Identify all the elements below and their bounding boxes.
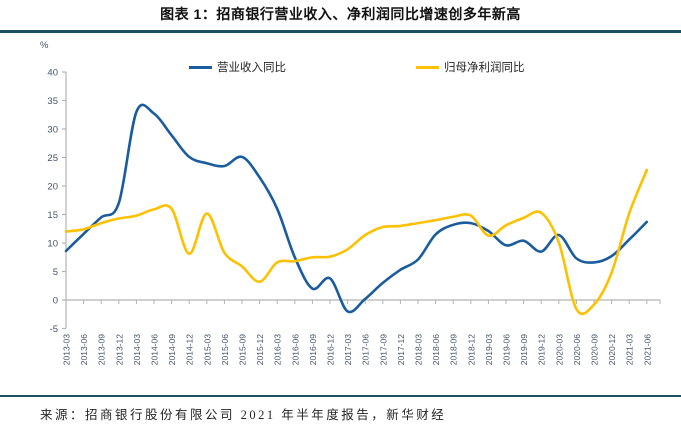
x-tick-label: 2017-12 — [396, 334, 406, 365]
y-tick-label: 15 — [47, 210, 58, 221]
x-tick-label: 2014-09 — [167, 334, 177, 365]
x-tick-label: 2015-06 — [220, 334, 230, 365]
x-tick-label: 2013-03 — [62, 334, 72, 365]
y-tick-label: 30 — [47, 125, 58, 136]
x-tick-label: 2018-06 — [431, 334, 441, 365]
x-tick-label: 2016-03 — [273, 334, 283, 365]
x-tick-label: 2017-09 — [378, 334, 388, 365]
legend-item-profit: 归母净利润同比 — [416, 59, 525, 75]
x-tick-label: 2013-06 — [79, 334, 89, 365]
profit-line-series — [64, 168, 649, 316]
x-tick-label: 2019-09 — [519, 334, 529, 365]
x-tick-label: 2013-09 — [97, 334, 107, 365]
x-tick-label: 2020-09 — [590, 334, 600, 365]
x-tick-label: 2014-12 — [185, 334, 195, 365]
x-tick-label: 2014-03 — [132, 334, 142, 365]
y-tick-label: 5 — [53, 267, 58, 278]
x-tick-label: 2016-12 — [326, 334, 336, 365]
revenue-line-series — [64, 103, 649, 314]
y-axis-unit-label: % — [40, 40, 49, 51]
x-tick-label: 2015-03 — [202, 334, 212, 365]
y-tick-label: 40 — [47, 68, 58, 79]
revenue-legend-label: 营业收入同比 — [217, 62, 286, 74]
y-tick-label: 35 — [47, 96, 58, 107]
x-tick-label: 2020-12 — [607, 334, 617, 365]
source-note: 来源：招商银行股份有限公司 2021 年半年度报告，新华财经 — [40, 408, 447, 422]
x-tick-label: 2019-12 — [537, 334, 547, 365]
x-tick-label: 2014-06 — [150, 334, 160, 365]
x-tick-label: 2018-12 — [466, 334, 476, 365]
bottom-divider-rule — [0, 395, 681, 397]
y-tick-label: 10 — [47, 239, 58, 250]
x-tick-label: 2020-06 — [572, 334, 582, 365]
top-divider-rule — [0, 30, 681, 33]
y-tick-label: 25 — [47, 153, 58, 164]
x-tick-label: 2021-03 — [625, 334, 635, 365]
x-tick-label: 2016-09 — [308, 334, 318, 365]
x-tick-label: 2021-06 — [642, 334, 652, 365]
y-tick-label: -5 — [50, 324, 58, 335]
profit-legend-label: 归母净利润同比 — [444, 62, 525, 74]
x-tick-label: 2015-09 — [238, 334, 248, 365]
y-tick-label: 0 — [53, 296, 58, 307]
y-tick-label: 20 — [47, 182, 58, 193]
x-tick-label: 2016-06 — [290, 334, 300, 365]
legend-item-revenue: 营业收入同比 — [189, 59, 286, 75]
x-tick-label: 2015-12 — [255, 334, 265, 365]
x-tick-label: 2018-03 — [414, 334, 424, 365]
profit-legend-swatch — [416, 65, 439, 69]
x-tick-label: 2019-03 — [484, 334, 494, 365]
x-tick-label: 2018-09 — [449, 334, 459, 365]
x-tick-label: 2019-06 — [502, 334, 512, 365]
x-tick-label: 2017-03 — [343, 334, 353, 365]
revenue-legend-swatch — [189, 65, 212, 69]
x-tick-label: 2017-06 — [361, 334, 371, 365]
x-tick-label: 2013-12 — [114, 334, 124, 365]
x-tick-label: 2020-03 — [554, 334, 564, 365]
chart-title: 图表 1：招商银行营业收入、净利润同比增速创多年新高 — [160, 6, 521, 22]
